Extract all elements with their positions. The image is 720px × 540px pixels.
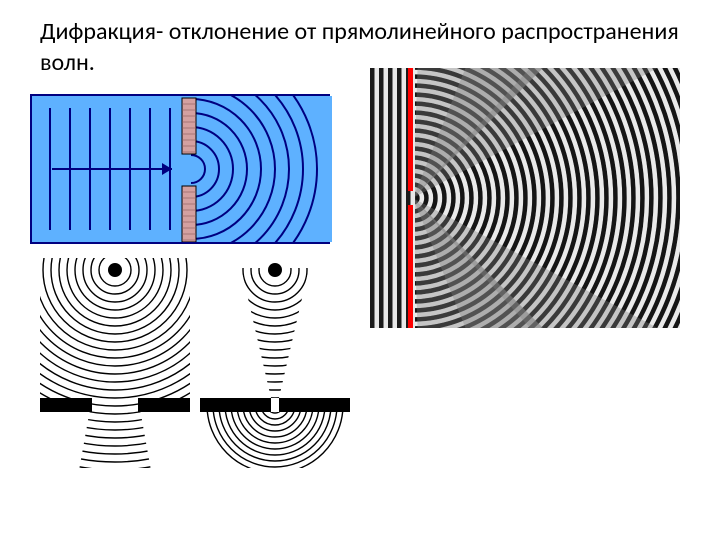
- diagram-narrow-aperture: [200, 258, 350, 468]
- interference-svg: [370, 68, 680, 328]
- wide-aperture-svg: [40, 258, 190, 468]
- diagram-wide-aperture: [40, 258, 190, 468]
- narrow-aperture-svg: [200, 258, 350, 468]
- diagram-interference-pattern: [370, 68, 680, 328]
- slit-schematic-svg: [32, 96, 332, 242]
- diagram-slit-schematic: [30, 94, 330, 244]
